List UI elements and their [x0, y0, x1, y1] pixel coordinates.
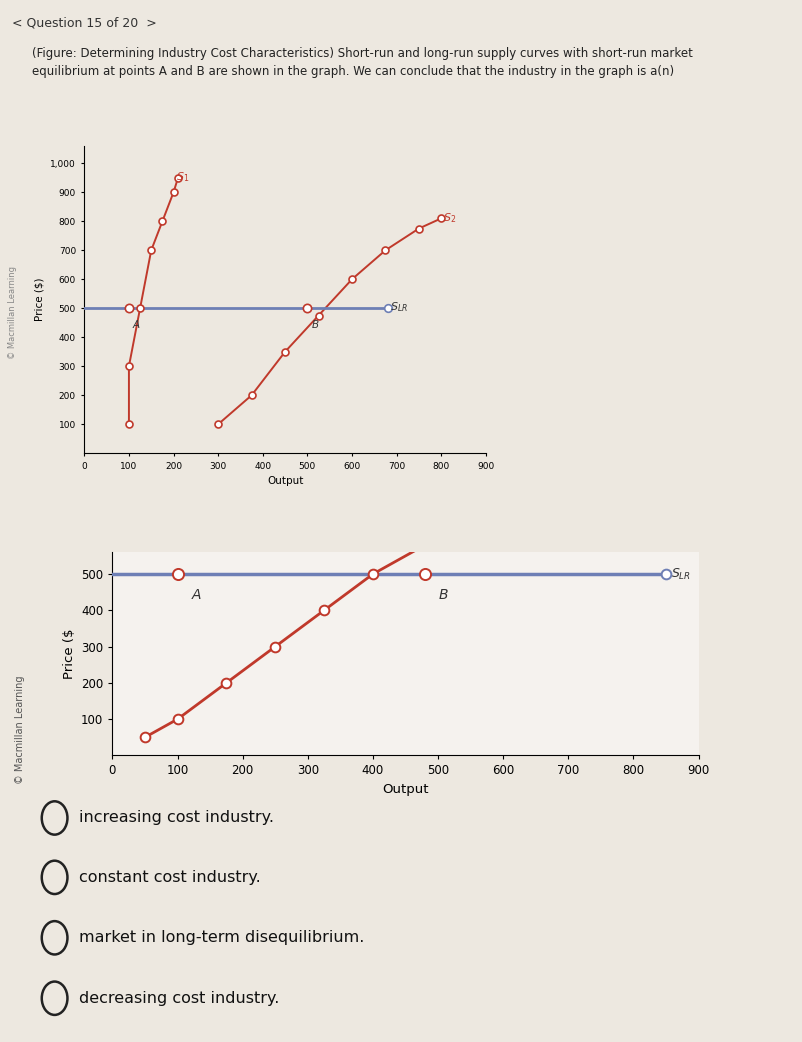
- Text: $B$: $B$: [438, 588, 448, 601]
- Text: increasing cost industry.: increasing cost industry.: [79, 811, 273, 825]
- Text: $S_{LR}$: $S_{LR}$: [390, 300, 407, 314]
- Text: $B$: $B$: [310, 318, 319, 330]
- Text: © Macmillan Learning: © Macmillan Learning: [7, 266, 17, 359]
- Text: constant cost industry.: constant cost industry.: [79, 870, 260, 885]
- X-axis label: Output: Output: [266, 476, 303, 487]
- Y-axis label: Price ($: Price ($: [63, 628, 75, 679]
- Text: $S_2$: $S_2$: [443, 212, 456, 225]
- Text: $S_1$: $S_1$: [176, 171, 188, 184]
- Y-axis label: Price ($): Price ($): [34, 278, 45, 321]
- X-axis label: Output: Output: [382, 783, 428, 796]
- Text: decreasing cost industry.: decreasing cost industry.: [79, 991, 279, 1006]
- Text: $S_{LR}$: $S_{LR}$: [670, 567, 691, 581]
- Text: market in long-term disequilibrium.: market in long-term disequilibrium.: [79, 931, 363, 945]
- Text: $A$: $A$: [132, 318, 141, 330]
- Text: $A$: $A$: [190, 588, 201, 601]
- Text: (Figure: Determining Industry Cost Characteristics) Short-run and long-run suppl: (Figure: Determining Industry Cost Chara…: [32, 47, 692, 78]
- Text: © Macmillan Learning: © Macmillan Learning: [15, 675, 25, 784]
- Text: < Question 15 of 20  >: < Question 15 of 20 >: [12, 17, 156, 30]
